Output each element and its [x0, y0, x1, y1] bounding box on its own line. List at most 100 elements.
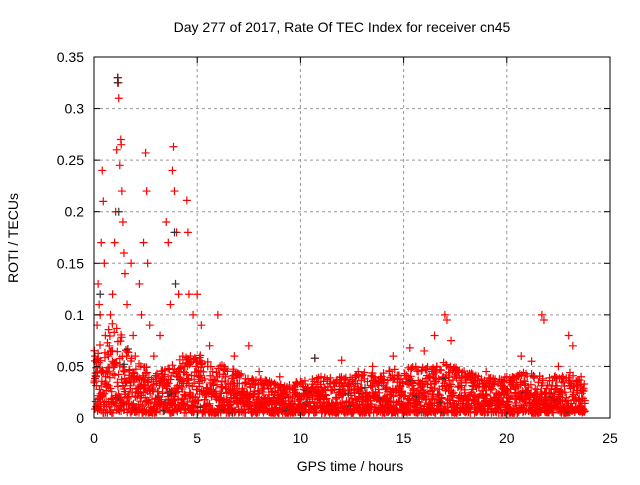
data-point [185, 388, 194, 397]
data-point [520, 379, 529, 388]
data-point [482, 367, 491, 376]
data-point [141, 148, 150, 157]
data-point [139, 388, 148, 397]
data-point [230, 352, 239, 361]
data-point [235, 371, 244, 380]
data-point [145, 321, 154, 330]
data-point [448, 376, 457, 385]
data-point [397, 387, 406, 396]
data-point [437, 397, 446, 406]
y-tick-label: 0.2 [65, 204, 85, 220]
data-point [112, 145, 121, 154]
data-point [255, 367, 264, 376]
data-point [101, 331, 110, 340]
data-point [419, 385, 428, 394]
data-point [100, 379, 109, 388]
data-point [104, 352, 113, 361]
data-point [458, 368, 467, 377]
x-axis-label: GPS time / hours [297, 458, 404, 474]
data-point [200, 395, 209, 404]
data-point [97, 368, 106, 377]
x-tick-label: 10 [293, 430, 309, 446]
data-point [291, 385, 300, 394]
data-point [421, 395, 430, 404]
data-point [194, 372, 203, 381]
data-point [95, 341, 104, 350]
data-point [561, 388, 570, 397]
y-tick-label: 0.3 [65, 101, 85, 117]
data-point [260, 393, 269, 402]
data-point [108, 346, 117, 355]
data-point [427, 394, 436, 403]
data-point [206, 371, 215, 380]
data-point [482, 391, 491, 400]
data-point [193, 358, 202, 367]
y-tick-label: 0.25 [57, 152, 84, 168]
data-point [162, 384, 171, 393]
plot-frame [93, 56, 611, 419]
data-point [344, 378, 353, 387]
data-point [123, 394, 132, 403]
data-point [129, 331, 138, 340]
data-point [170, 187, 179, 196]
data-point [537, 310, 546, 319]
data-point [361, 383, 370, 392]
data-point [425, 372, 434, 381]
data-point [407, 377, 416, 386]
data-point [398, 387, 407, 396]
data-point [229, 365, 238, 374]
data-point [549, 408, 558, 417]
data-point [199, 367, 208, 376]
data-point [148, 385, 157, 394]
data-point [559, 378, 568, 387]
data-point [580, 396, 589, 405]
data-point [205, 341, 214, 350]
data-point [353, 402, 362, 411]
data-point [502, 386, 511, 395]
data-point [189, 310, 198, 319]
axis-ticks: 0 5 10 15 20 25 0 0.05 0.1 0.15 0.2 0.25 0.3 0.35 [57, 49, 618, 446]
data-point [110, 401, 119, 410]
data-point [400, 369, 409, 378]
data-point [368, 362, 377, 371]
data-point [382, 395, 391, 404]
data-point [161, 405, 170, 414]
data-point [221, 372, 230, 381]
x-tick-label: 15 [396, 430, 412, 446]
data-point [174, 387, 183, 396]
data-point [123, 300, 132, 309]
data-point [178, 385, 187, 394]
data-point [113, 382, 122, 391]
data-point [180, 368, 189, 377]
data-point [517, 352, 526, 361]
data-point [258, 388, 267, 397]
data-point [367, 383, 376, 392]
data-point [123, 344, 132, 353]
data-point [107, 387, 116, 396]
data-point [168, 166, 177, 175]
data-point [374, 385, 383, 394]
x-tick-label: 20 [499, 430, 515, 446]
data-point [284, 393, 293, 402]
data-point [237, 370, 246, 379]
data-point [227, 403, 236, 412]
data-point [406, 372, 415, 381]
data-point [564, 331, 573, 340]
data-point [184, 376, 193, 385]
data-point [568, 341, 577, 350]
data-point [118, 398, 127, 407]
data-point [114, 207, 123, 216]
data-point [255, 389, 264, 398]
data-point [177, 383, 186, 392]
data-point [120, 269, 129, 278]
data-point [103, 368, 112, 377]
data-point [430, 384, 439, 393]
data-point [250, 387, 259, 396]
data-point [373, 379, 382, 388]
data-point [208, 367, 217, 376]
data-point [481, 389, 490, 398]
data-point [180, 390, 189, 399]
data-point [174, 290, 183, 299]
data-point [177, 363, 186, 372]
data-point [460, 385, 469, 394]
